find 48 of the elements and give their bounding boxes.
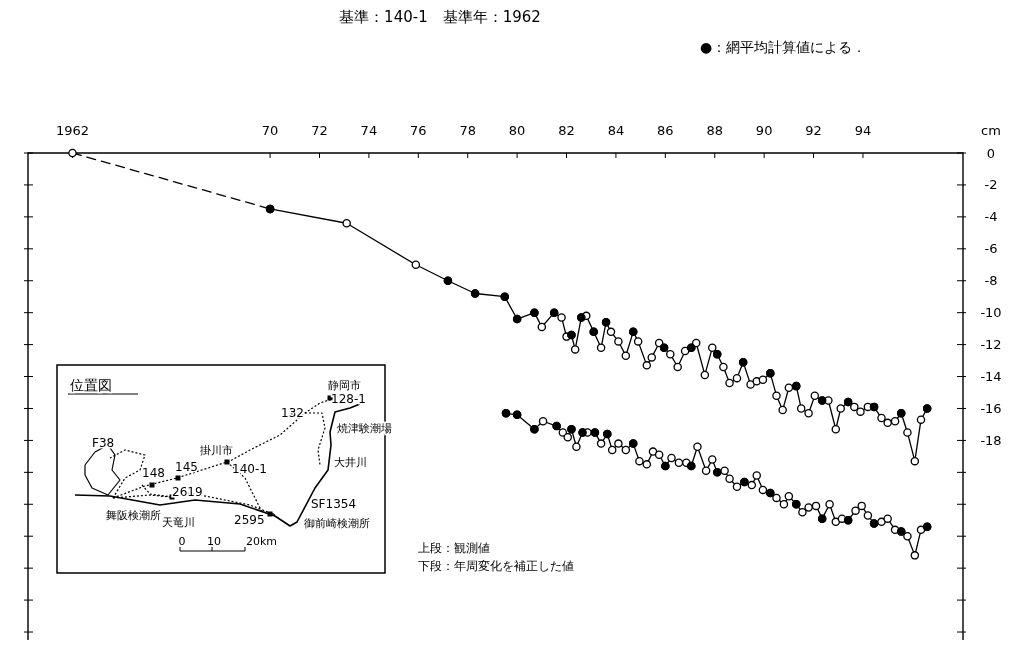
y-tick-label: -18 [980, 432, 1002, 448]
annotation: 位置図 [70, 377, 112, 393]
x-tick-label: 78 [459, 123, 476, 138]
y-tick-label: -6 [984, 241, 998, 257]
annotation: 148 [142, 466, 165, 480]
y-tick-label: -16 [980, 400, 1002, 416]
x-tick-label: 86 [657, 123, 674, 138]
x-tick-label: 72 [311, 123, 328, 138]
y-tick-label: -12 [980, 337, 1002, 353]
annotation: 静岡市 [328, 379, 361, 392]
x-tick-label: 76 [410, 123, 427, 138]
annotation: 128-1 [331, 392, 366, 406]
annotation: 御前崎検潮所 [304, 517, 370, 530]
x-tick-label: 94 [854, 123, 872, 138]
annotation: F38 [92, 436, 115, 450]
annotation: 2619 [172, 485, 203, 499]
y-tick-label: -8 [984, 273, 998, 289]
x-tick-label: 84 [607, 123, 625, 138]
y-tick-label: -14 [980, 369, 1002, 385]
annotation: 132 [281, 406, 304, 420]
annotation: 20km [246, 535, 278, 548]
x-tick-label: 92 [805, 123, 822, 138]
annotation: 大井川 [334, 456, 367, 469]
annotation: 下段：年周変化を補正した値 [418, 559, 574, 573]
annotation: 天竜川 [162, 516, 195, 529]
annotation: 掛川市 [200, 444, 233, 457]
annotation: 140-1 [232, 462, 267, 476]
annotation: SF1354 [311, 497, 357, 511]
x-tick-label: 90 [755, 123, 773, 138]
y-tick-label: -10 [980, 305, 1002, 321]
x-tick-label: 70 [261, 123, 279, 138]
annotation: 2595 [234, 513, 265, 527]
annotation: 舞阪検潮所 [106, 509, 161, 522]
text: ●：網平均計算値による． [700, 39, 867, 55]
x-tick-label: 82 [558, 123, 575, 138]
annotation: 0 [178, 535, 186, 548]
x-tick-label: 74 [360, 123, 378, 138]
x-tick-label: 88 [706, 123, 724, 138]
y-axis-title: cm [981, 123, 1001, 138]
annotation: 145 [175, 460, 198, 474]
y-tick-label: -2 [984, 177, 998, 193]
y-tick-label: 0 [986, 145, 996, 161]
x-tick-label: 1962 [55, 123, 90, 138]
y-tick-label: -4 [984, 209, 998, 225]
chart-title: 基準：140-1 基準年：1962 [339, 8, 541, 26]
annotation: 上段：観測値 [418, 541, 490, 555]
annotation: 10 [207, 535, 221, 548]
x-tick-label: 80 [508, 123, 526, 138]
